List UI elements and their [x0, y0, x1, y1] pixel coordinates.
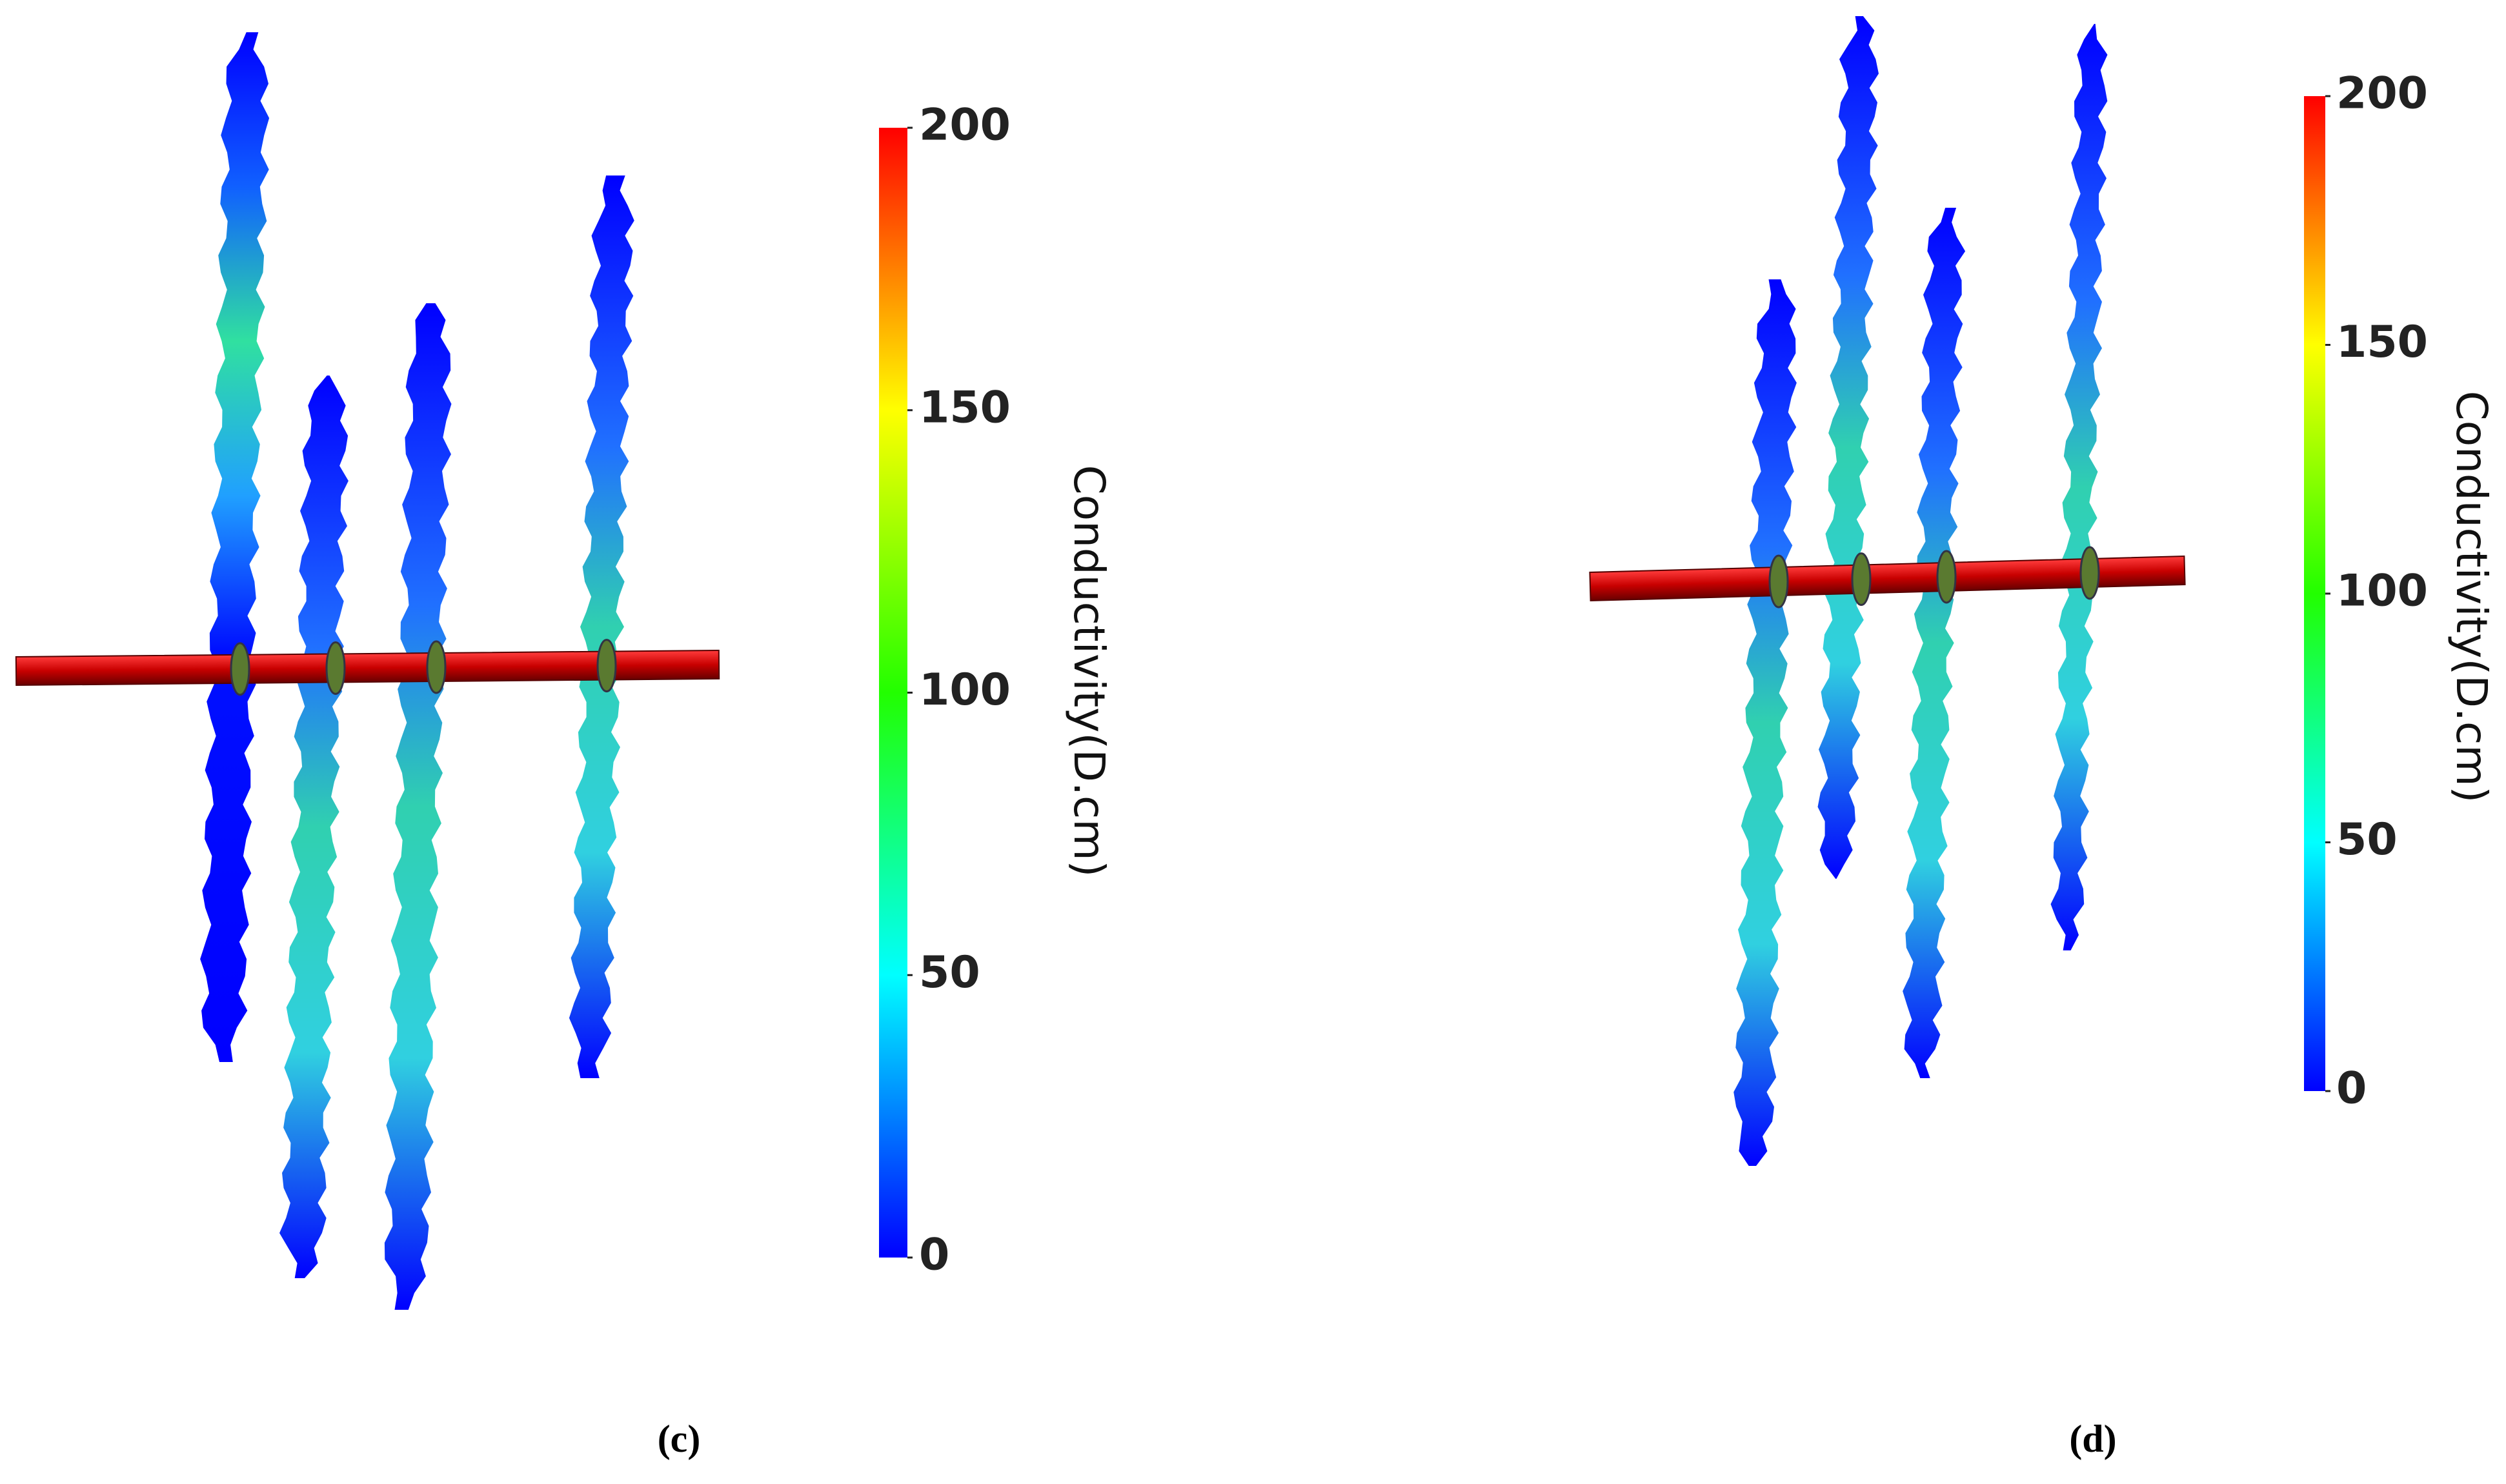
colorbar [2304, 96, 2325, 1091]
tick-label: 200 [919, 100, 1011, 151]
colorbar-title: Conductivity(D.cm) [2447, 391, 2496, 803]
fracture [569, 175, 634, 1078]
colorbar [879, 128, 907, 1258]
fracture [384, 303, 452, 1310]
tick-label: 150 [919, 382, 1011, 433]
tick-label: 0 [2336, 1063, 2367, 1114]
tick-label: 150 [2336, 317, 2428, 368]
fracture [200, 32, 270, 1062]
fracture [279, 376, 349, 1278]
perforation [1936, 550, 1957, 604]
caption: (d) [2069, 1418, 2116, 1460]
tick-label: 100 [919, 665, 1011, 716]
perforation [2079, 546, 2100, 600]
fracture [1817, 16, 1879, 879]
fracture [2050, 24, 2108, 950]
perforation [230, 642, 250, 696]
tick-label: 50 [919, 947, 980, 998]
wellbore [15, 649, 720, 687]
colorbar-title: Conductivity(D.cm) [1064, 465, 1114, 877]
fracture [1733, 279, 1797, 1166]
perforation [426, 640, 447, 694]
wellbore [1589, 555, 2186, 602]
perforation [596, 639, 617, 693]
perforation [1768, 554, 1789, 608]
tick-label: 50 [2336, 814, 2398, 865]
fracture [1903, 208, 1966, 1078]
tick-label: 0 [919, 1230, 949, 1281]
perforation [325, 641, 346, 695]
caption: (c) [658, 1418, 701, 1460]
tick-label: 200 [2336, 68, 2428, 119]
fractures [15, 16, 2186, 1310]
perforation [1851, 552, 1872, 607]
tick-label: 100 [2336, 566, 2428, 617]
